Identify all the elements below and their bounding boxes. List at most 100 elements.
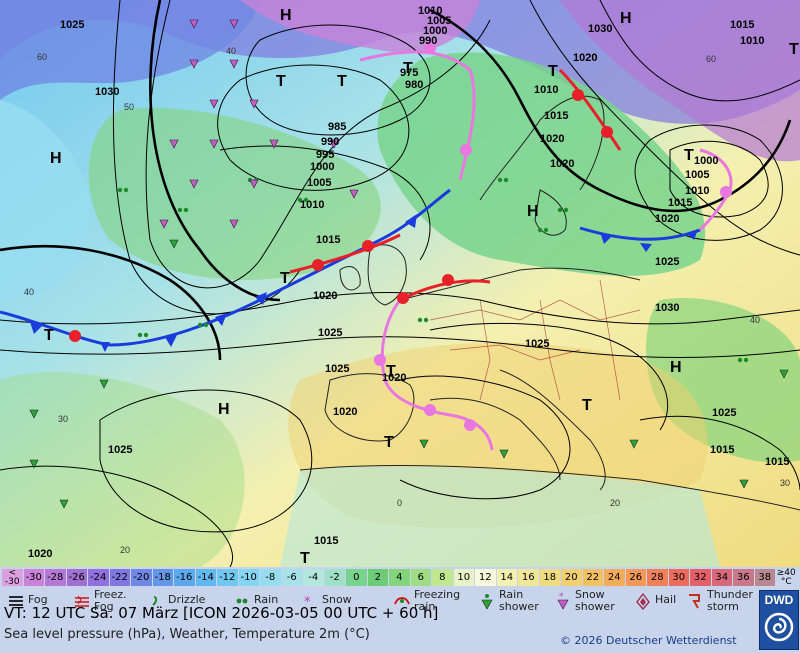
green-region-atlantic xyxy=(88,108,381,280)
isobar-label: 1000 xyxy=(310,161,334,173)
temperature-labels: 60 50 40 40 30 20 0 40 60 20 30 xyxy=(24,46,790,555)
temperature-label: 60 xyxy=(706,54,716,64)
isobar-label: 1020 xyxy=(313,290,337,302)
fog-icon xyxy=(6,592,26,610)
isobars xyxy=(0,0,800,567)
temperature-label: 20 xyxy=(610,498,620,508)
low-pressure-label: T xyxy=(280,270,290,287)
low-pressure-label: T xyxy=(337,73,347,90)
temperature-label: 40 xyxy=(24,287,34,297)
temperature-scale-cell: 34 xyxy=(711,569,732,586)
temperature-scale-cell: 4 xyxy=(389,569,410,586)
legend-item-label: Rain shower xyxy=(499,588,539,613)
parameter-description: Sea level pressure (hPa), Weather, Tempe… xyxy=(4,627,370,642)
rain-shower-triangles xyxy=(29,239,789,509)
temperature-scale-cell: 12 xyxy=(475,569,496,586)
low-pressure-label: T xyxy=(582,397,592,414)
isobar-label: 980 xyxy=(405,79,423,91)
arctic-purple-region xyxy=(240,0,480,53)
temperature-label: 0 xyxy=(397,498,402,508)
isobar-label: 1015 xyxy=(316,234,340,246)
isobar-labels: 1025 1030 1010 1005 1000 990 975 980 985… xyxy=(28,5,789,560)
isobar-label: 1020 xyxy=(382,372,406,384)
north-africa-region xyxy=(280,466,720,567)
front-symbols xyxy=(30,42,732,431)
temperature-scale-cell: -22 xyxy=(109,569,130,586)
low-pressure-label: T xyxy=(300,550,310,567)
temperature-label: 20 xyxy=(120,545,130,555)
snow-icon: * xyxy=(300,592,320,610)
legend-item-label: Snow xyxy=(322,593,352,606)
isobar-label: 1000 xyxy=(423,25,447,37)
dwd-logo[interactable]: DWD xyxy=(759,590,799,650)
isobar-label: 1000 xyxy=(694,155,718,167)
warm-front-baltic xyxy=(558,68,622,151)
temperature-scale-cell: 38 xyxy=(754,569,775,586)
legend-item-label: Freez. Fog xyxy=(94,588,127,613)
isobar-label: 1030 xyxy=(588,23,612,35)
isobar-label: 1020 xyxy=(333,406,357,418)
isobar-label: 1025 xyxy=(655,256,679,268)
isobar-label: 1015 xyxy=(730,19,754,31)
isobar-label: 1015 xyxy=(765,456,789,468)
isobar-label: 1010 xyxy=(534,84,558,96)
temperature-label: 40 xyxy=(226,46,236,56)
cool-region-west xyxy=(0,100,91,300)
dwd-spiral-icon xyxy=(764,612,794,642)
low-pressure-label: T xyxy=(548,63,558,80)
high-pressure-label: H xyxy=(670,359,682,376)
svg-text:*: * xyxy=(559,592,564,602)
isobar-label: 1005 xyxy=(427,15,451,27)
weather-map: 1025 1030 1010 1005 1000 990 975 980 985… xyxy=(0,0,800,567)
green-region-scandinavia xyxy=(377,52,706,276)
temperature-scale-cell: 0 xyxy=(346,569,367,586)
legend-item-label: Snow shower xyxy=(575,588,615,613)
isobar-label: 975 xyxy=(400,67,418,79)
snow-shower-icon: * xyxy=(553,592,573,610)
legend-panel: < -30 -30 -28 -26 -24 -22 -20 -18 -16 -14 -12 -10 -8… xyxy=(0,567,800,653)
drizzle-icon xyxy=(146,592,166,610)
isobar-label: 1020 xyxy=(550,158,574,170)
temperature-scale-cell: -10 xyxy=(238,569,259,586)
temperature-scale-cell: 24 xyxy=(604,569,625,586)
temperature-label: 30 xyxy=(780,478,790,488)
freezing-rain-icon xyxy=(392,592,412,610)
isobar-label: 1010 xyxy=(685,185,709,197)
temperature-scale-cell: -30 xyxy=(23,569,44,586)
isobar-label: 995 xyxy=(316,149,334,161)
temperature-scale-cell: 32 xyxy=(690,569,711,586)
ocean-southwest xyxy=(0,372,245,567)
temperature-scale-cell: 28 xyxy=(647,569,668,586)
high-pressure-label: H xyxy=(527,203,539,220)
rain-shower-icon xyxy=(477,592,497,610)
cold-front-poland xyxy=(579,226,701,241)
coastlines xyxy=(299,95,800,511)
low-pressure-label: T xyxy=(684,147,694,164)
snow-shower-triangles xyxy=(159,19,359,229)
isobar-label: 1025 xyxy=(60,19,84,31)
temperature-scale-cell: 2 xyxy=(367,569,388,586)
temperature-scale-cell: 6 xyxy=(410,569,431,586)
temperature-scale-cell: 36 xyxy=(733,569,754,586)
thick-isobars xyxy=(0,0,792,361)
temperature-scale-cell: -18 xyxy=(152,569,173,586)
temperature-scale-cell: -24 xyxy=(88,569,109,586)
isobar-label: 1025 xyxy=(525,338,549,350)
cold-region-northeast xyxy=(560,0,800,162)
occlusion-norway xyxy=(359,50,476,181)
isobar-label: 985 xyxy=(328,121,346,133)
legend-item-label: Freezing rain xyxy=(414,588,461,613)
isobar-label: 1015 xyxy=(710,444,734,456)
legend-item-label: Fog xyxy=(28,593,48,606)
warm-front-north-sea xyxy=(289,233,401,274)
isobar-label: 1025 xyxy=(318,327,342,339)
isobar-label: 1005 xyxy=(685,169,709,181)
isobar-label: 1010 xyxy=(418,5,442,17)
low-pressure-label: T xyxy=(384,434,394,451)
rain-icon xyxy=(232,592,252,610)
dwd-logo-text: DWD xyxy=(764,593,794,607)
temperature-scale-cell: 26 xyxy=(625,569,646,586)
isobar-label: 1030 xyxy=(655,302,679,314)
temperature-scale-cell: 30 xyxy=(668,569,689,586)
hail-icon xyxy=(633,592,653,611)
